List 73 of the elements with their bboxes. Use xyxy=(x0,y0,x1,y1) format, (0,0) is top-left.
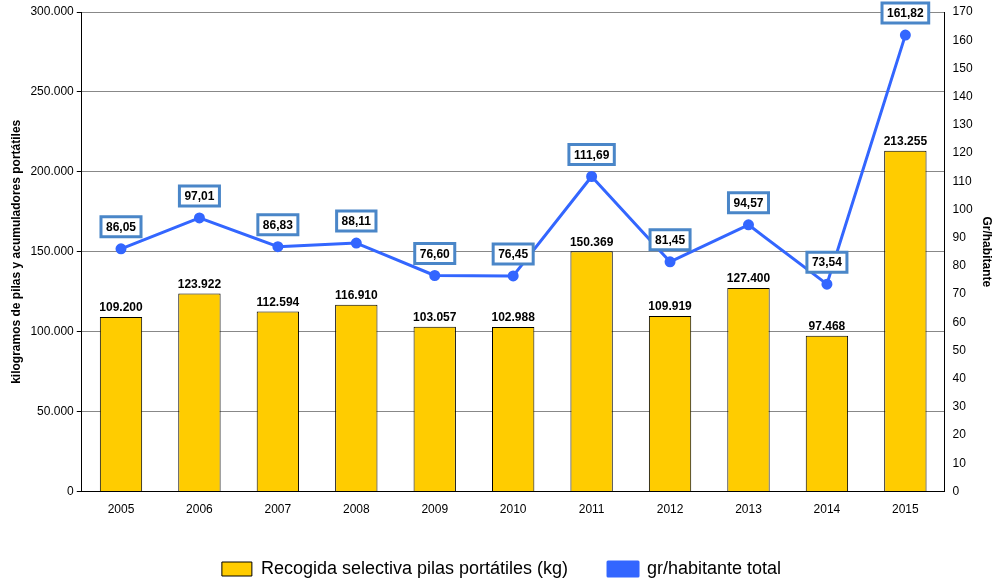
data-label: 213.255 xyxy=(883,133,928,148)
data-label: 76,45 xyxy=(498,247,529,262)
y2-tick-label: 100 xyxy=(952,201,973,216)
data-label: 94,57 xyxy=(733,196,764,211)
legend-label: gr/habitante total xyxy=(647,557,782,578)
y2-tick-label: 140 xyxy=(952,88,973,103)
x-tick-label: 2010 xyxy=(499,502,527,517)
y-axis-title: kilogramos de pilas y acumuladores portátiles xyxy=(8,119,23,384)
data-label: 81,45 xyxy=(655,233,686,248)
data-label: 73,54 xyxy=(811,255,843,270)
y-tick-label: 0 xyxy=(67,483,75,498)
point xyxy=(115,243,127,255)
x-tick-label: 2009 xyxy=(421,502,449,517)
point xyxy=(742,219,754,231)
y-tick-label: 100.000 xyxy=(30,324,75,339)
y2-tick-label: 0 xyxy=(952,483,960,498)
x-tick-label: 2011 xyxy=(578,502,605,517)
point xyxy=(429,270,441,281)
y2-tick-label: 130 xyxy=(952,117,973,132)
y2-tick-label: 70 xyxy=(952,286,967,301)
data-label: 111,69 xyxy=(573,147,610,162)
y-tick-label: 200.000 xyxy=(30,164,75,179)
legend-label: Recogida selectiva pilas portátiles (kg) xyxy=(260,557,569,578)
x-tick-label: 2012 xyxy=(656,502,684,517)
point xyxy=(586,171,598,182)
data-label: 97.468 xyxy=(808,319,846,334)
data-label: 109.919 xyxy=(648,299,693,314)
data-label: 161,82 xyxy=(887,6,925,21)
data-label: 123.922 xyxy=(177,276,222,291)
data-label: 102.988 xyxy=(491,310,536,325)
y2-tick-label: 50 xyxy=(952,342,967,357)
data-label: 103.057 xyxy=(413,310,457,325)
y2-tick-label: 160 xyxy=(952,32,973,47)
point xyxy=(350,237,362,249)
data-label: 116.910 xyxy=(334,288,378,303)
y2-tick-label: 120 xyxy=(952,145,973,160)
point xyxy=(507,270,519,282)
y2-tick-label: 110 xyxy=(952,173,973,188)
data-label: 127.400 xyxy=(726,271,771,286)
x-tick-label: 2015 xyxy=(892,502,920,517)
x-tick-label: 2014 xyxy=(813,502,841,517)
point xyxy=(272,241,284,253)
y2-tick-label: 90 xyxy=(952,230,967,245)
y2-tick-label: 150 xyxy=(952,60,973,75)
point xyxy=(821,278,833,290)
data-label: 76,60 xyxy=(419,246,451,261)
x-tick-label: 2013 xyxy=(735,502,763,517)
point xyxy=(664,256,676,268)
y-tick-label: 300.000 xyxy=(30,4,75,19)
y2-tick-label: 60 xyxy=(952,314,967,329)
data-label: 112.594 xyxy=(256,294,300,309)
point xyxy=(899,29,911,41)
y2-tick-label: 80 xyxy=(952,258,967,273)
y2-tick-label: 30 xyxy=(952,399,967,414)
data-label: 86,83 xyxy=(262,217,294,232)
y-tick-label: 250.000 xyxy=(30,84,75,99)
y2-tick-label: 170 xyxy=(952,4,973,19)
data-label: 86,05 xyxy=(105,220,137,235)
data-label: 109.200 xyxy=(99,300,143,315)
y2-tick-label: 40 xyxy=(952,371,967,386)
data-label: 97,01 xyxy=(184,189,215,204)
y2-tick-label: 20 xyxy=(952,427,967,442)
x-tick-label: 2005 xyxy=(107,502,135,517)
data-label: 150.369 xyxy=(569,234,614,249)
data-label: 88,11 xyxy=(341,214,372,229)
y-tick-label: 50.000 xyxy=(37,403,75,418)
x-tick-label: 2006 xyxy=(186,502,214,517)
x-tick-label: 2007 xyxy=(264,502,292,517)
y-tick-label: 150.000 xyxy=(30,244,75,259)
x-tick-label: 2008 xyxy=(342,502,370,517)
point xyxy=(193,212,205,224)
y2-tick-label: 10 xyxy=(952,455,967,470)
y2-axis-title: Gr/habitante xyxy=(980,216,995,288)
